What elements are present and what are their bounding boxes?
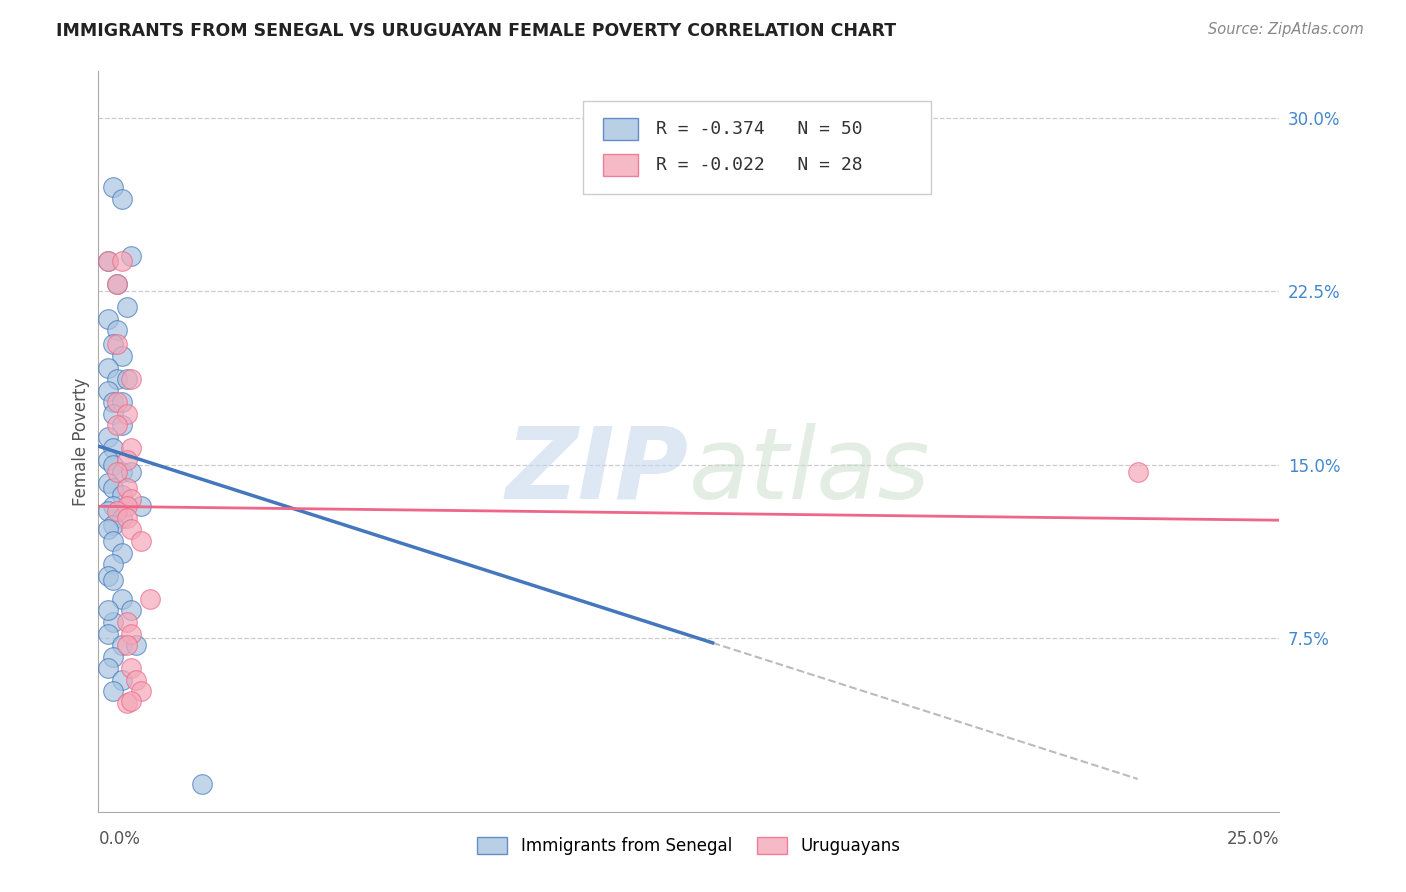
Point — [121, 465, 143, 479]
FancyBboxPatch shape — [603, 153, 638, 176]
Point — [111, 192, 134, 206]
Point — [115, 481, 138, 495]
Point — [97, 568, 120, 582]
Point — [101, 615, 124, 629]
Point — [111, 488, 134, 502]
Text: ZIP: ZIP — [506, 423, 689, 520]
Point — [97, 453, 120, 467]
Point — [97, 254, 120, 268]
FancyBboxPatch shape — [603, 118, 638, 140]
Point — [125, 673, 148, 687]
Point — [101, 442, 124, 456]
Point — [97, 523, 120, 537]
Point — [105, 277, 128, 292]
Point — [121, 694, 143, 708]
Point — [97, 626, 120, 640]
Text: IMMIGRANTS FROM SENEGAL VS URUGUAYAN FEMALE POVERTY CORRELATION CHART: IMMIGRANTS FROM SENEGAL VS URUGUAYAN FEM… — [56, 22, 897, 40]
Point — [115, 511, 138, 525]
Point — [111, 673, 134, 687]
Point — [121, 626, 143, 640]
Point — [97, 661, 120, 675]
Point — [105, 372, 128, 386]
Point — [121, 603, 143, 617]
Point — [111, 545, 134, 560]
Text: Source: ZipAtlas.com: Source: ZipAtlas.com — [1208, 22, 1364, 37]
Point — [111, 349, 134, 363]
Point — [101, 407, 124, 421]
Point — [101, 684, 124, 698]
Point — [115, 301, 138, 315]
Point — [97, 504, 120, 518]
Text: 25.0%: 25.0% — [1227, 830, 1279, 848]
Point — [111, 418, 134, 433]
Text: R = -0.374   N = 50: R = -0.374 N = 50 — [655, 120, 862, 138]
Point — [105, 324, 128, 338]
Point — [115, 615, 138, 629]
Point — [115, 638, 138, 652]
Point — [115, 696, 138, 710]
Point — [101, 517, 124, 532]
Point — [121, 442, 143, 456]
Point — [101, 337, 124, 351]
Point — [97, 312, 120, 326]
Point — [101, 534, 124, 549]
Point — [111, 395, 134, 409]
Point — [105, 395, 128, 409]
Point — [1126, 465, 1149, 479]
Point — [111, 638, 134, 652]
Point — [139, 591, 162, 606]
Point — [101, 557, 124, 571]
Point — [101, 395, 124, 409]
Point — [97, 254, 120, 268]
Point — [105, 504, 128, 518]
Point — [121, 250, 143, 264]
Text: atlas: atlas — [689, 423, 931, 520]
Point — [115, 407, 138, 421]
Point — [97, 476, 120, 491]
Point — [105, 337, 128, 351]
Text: 0.0%: 0.0% — [98, 830, 141, 848]
Point — [101, 180, 124, 194]
Point — [129, 534, 152, 549]
Point — [97, 430, 120, 444]
Point — [121, 661, 143, 675]
Point — [115, 372, 138, 386]
Point — [111, 254, 134, 268]
Point — [115, 453, 138, 467]
Point — [111, 465, 134, 479]
Point — [101, 574, 124, 588]
Point — [101, 649, 124, 664]
Point — [121, 523, 143, 537]
Point — [101, 458, 124, 472]
Point — [121, 372, 143, 386]
Point — [111, 511, 134, 525]
Point — [105, 465, 128, 479]
Point — [125, 638, 148, 652]
Y-axis label: Female Poverty: Female Poverty — [72, 377, 90, 506]
Point — [101, 481, 124, 495]
Legend: Immigrants from Senegal, Uruguayans: Immigrants from Senegal, Uruguayans — [478, 837, 900, 855]
FancyBboxPatch shape — [582, 101, 931, 194]
Point — [111, 591, 134, 606]
Point — [97, 360, 120, 375]
Text: R = -0.022   N = 28: R = -0.022 N = 28 — [655, 155, 862, 174]
Point — [97, 384, 120, 398]
Point — [101, 500, 124, 514]
Point — [105, 418, 128, 433]
Point — [97, 603, 120, 617]
Point — [191, 777, 214, 791]
Point — [115, 500, 138, 514]
Point — [129, 684, 152, 698]
Point — [129, 500, 152, 514]
Point — [105, 277, 128, 292]
Point — [121, 492, 143, 507]
